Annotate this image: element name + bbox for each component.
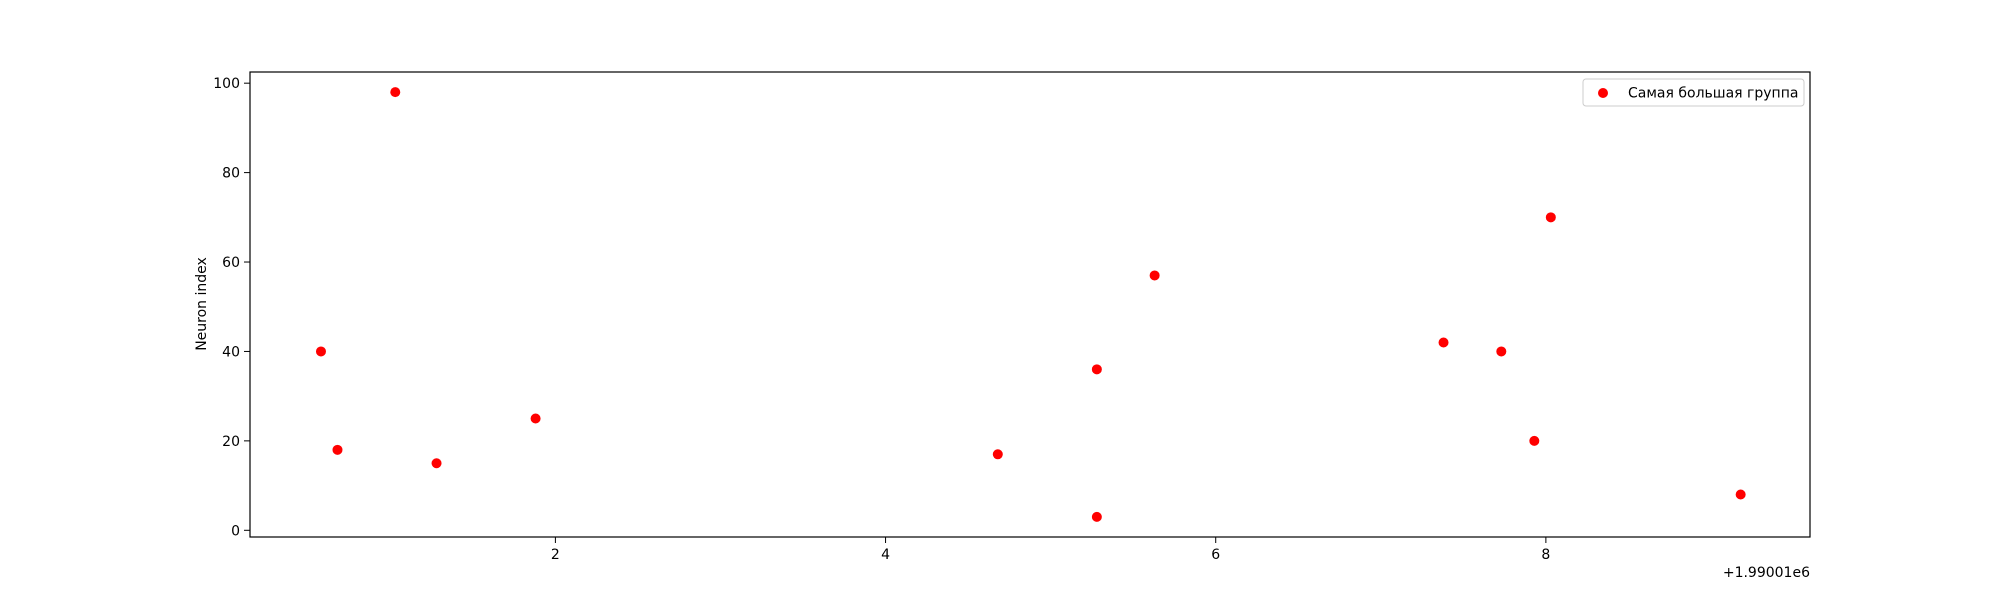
y-tick-label: 40: [222, 344, 240, 360]
x-tick-label: 6: [1211, 547, 1220, 563]
data-point: [1091, 511, 1102, 522]
y-axis: 0 20 40 60 80 100: [213, 76, 250, 539]
y-tick-label: 20: [222, 434, 240, 450]
y-tick-label: 0: [231, 523, 240, 539]
x-tick-label: 8: [1541, 547, 1550, 563]
data-point: [992, 449, 1003, 460]
data-point: [332, 444, 343, 455]
data-point: [1735, 489, 1746, 500]
x-tick-label: 4: [881, 547, 890, 563]
data-point: [1545, 212, 1556, 223]
legend: Самая большая группа: [1582, 78, 1805, 107]
legend-label: Самая большая группа: [1628, 86, 1798, 102]
data-point: [431, 458, 442, 469]
x-offset-label: +1.99001e6: [1723, 565, 1810, 581]
legend-box: [1582, 78, 1805, 107]
data-point: [1149, 270, 1160, 281]
plot-frame: [249, 71, 1811, 538]
y-tick-label: 100: [213, 76, 240, 92]
data-point: [1091, 364, 1102, 375]
legend-marker: [1598, 88, 1608, 98]
data-point: [390, 87, 401, 98]
data-point: [1438, 337, 1449, 348]
data-point: [1496, 346, 1507, 357]
data-points: [315, 87, 1746, 522]
y-axis-label: Neuron index: [194, 257, 210, 351]
x-axis: 2 4 6 8: [551, 537, 1550, 563]
data-point: [1529, 435, 1540, 446]
y-tick-label: 80: [222, 166, 240, 182]
x-tick-label: 2: [551, 547, 560, 563]
data-point: [315, 346, 326, 357]
data-point: [530, 413, 541, 424]
y-tick-label: 60: [222, 255, 240, 271]
